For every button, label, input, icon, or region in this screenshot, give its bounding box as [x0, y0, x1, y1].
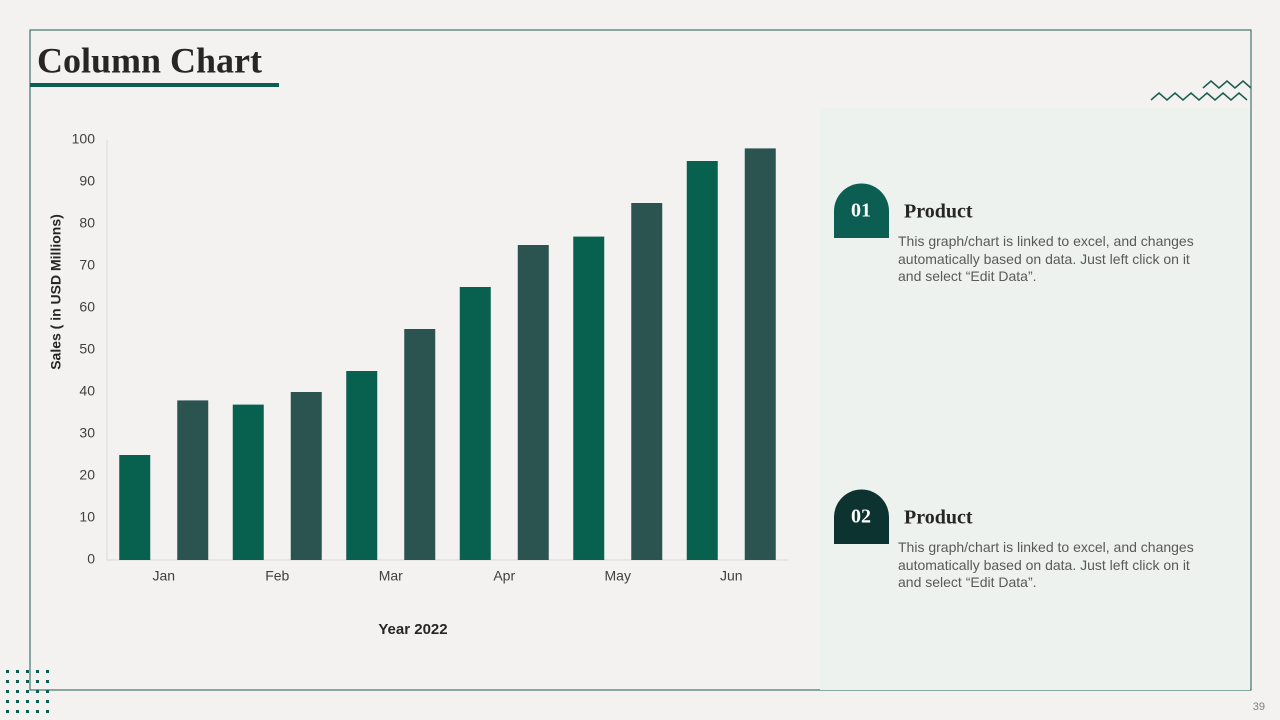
- item-heading: Product: [904, 507, 973, 529]
- bar: [177, 400, 209, 560]
- bar: [290, 392, 322, 560]
- badge-number: 02: [851, 506, 871, 528]
- bar: [686, 161, 718, 560]
- y-tick-label: 70: [79, 257, 95, 273]
- bar: [517, 245, 549, 560]
- frame: [29, 29, 1252, 691]
- title-underline: [30, 83, 279, 87]
- bar: [346, 371, 378, 560]
- item-text: This graph/chart is linked to excel, and…: [898, 233, 1194, 284]
- y-tick-label: 50: [79, 341, 95, 357]
- bar: [573, 236, 605, 560]
- bar: [459, 287, 491, 560]
- y-tick-label: 0: [87, 551, 95, 567]
- bar: [404, 329, 436, 560]
- y-tick-label: 30: [79, 425, 95, 441]
- x-tick-label: Feb: [265, 568, 289, 584]
- slide-title: Column Chart: [37, 40, 262, 80]
- x-tick-label: Mar: [379, 568, 403, 584]
- zigzag: [1202, 80, 1252, 89]
- bar: [744, 148, 776, 560]
- dot-grid: [6, 670, 49, 713]
- zigzag: [1150, 92, 1248, 101]
- item-text: This graph/chart is linked to excel, and…: [898, 539, 1194, 590]
- item-heading: Product: [904, 201, 973, 223]
- side-panel: [820, 108, 1250, 690]
- y-tick-label: 90: [79, 173, 95, 189]
- badge-number: 01: [851, 200, 871, 222]
- bar: [631, 203, 663, 560]
- page-number: 39: [1253, 701, 1265, 713]
- x-tick-label: Jan: [152, 568, 175, 584]
- y-tick-label: 80: [79, 215, 95, 231]
- y-tick-label: 100: [72, 131, 96, 147]
- y-tick-label: 10: [79, 509, 95, 525]
- y-tick-label: 40: [79, 383, 95, 399]
- bar: [119, 455, 151, 560]
- badge: [834, 489, 889, 544]
- x-tick-label: Apr: [493, 568, 515, 584]
- y-tick-label: 20: [79, 467, 95, 483]
- x-tick-label: Jun: [720, 568, 743, 584]
- x-tick-label: May: [605, 568, 631, 584]
- y-axis-label: Sales ( in USD Millions): [48, 214, 64, 370]
- y-tick-label: 60: [79, 299, 95, 315]
- badge: [834, 183, 889, 238]
- x-axis-label: Year 2022: [378, 621, 447, 638]
- bar: [232, 404, 264, 560]
